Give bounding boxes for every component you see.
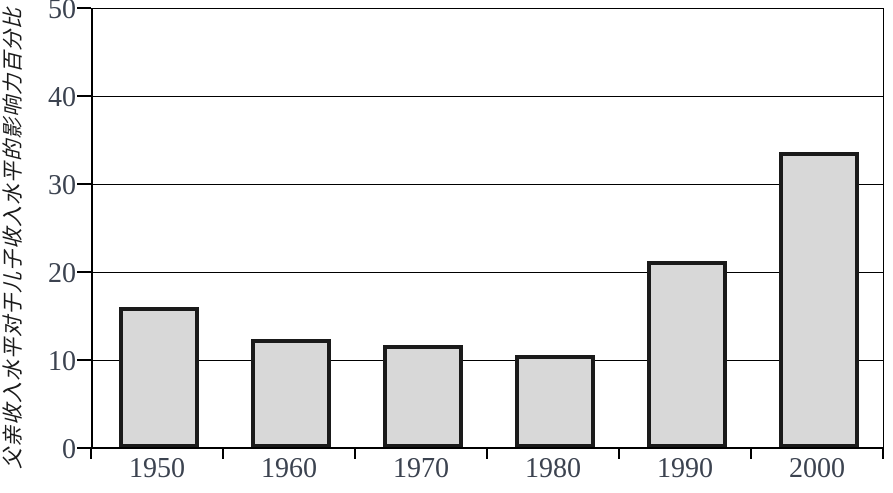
y-axis-tick-20 [77,271,91,273]
y-tick-label-10: 10 [48,346,76,377]
x-tick-label-1960: 1960 [261,453,317,484]
y-axis-tick-30 [77,183,91,185]
x-axis-line [77,447,884,449]
bar-1970 [383,345,463,448]
x-axis-tick-0 [90,449,92,459]
y-tick-label-20: 20 [48,258,76,289]
bar-1950 [119,307,199,448]
gridline-10 [93,359,883,361]
x-axis-tick-6 [882,449,884,459]
x-axis-tick-2 [354,449,356,459]
y-tick-label-50: 50 [48,0,76,25]
y-tick-label-30: 30 [48,170,76,201]
x-tick-label-1990: 1990 [657,453,713,484]
gridline-30 [93,183,883,185]
bar-1980 [515,355,595,448]
x-tick-label-1950: 1950 [129,453,185,484]
x-tick-label-1980: 1980 [525,453,581,484]
x-axis-tick-4 [618,449,620,459]
y-axis-tick-10 [77,359,91,361]
gridline-20 [93,271,883,273]
y-axis-title: 父亲收入水平对于儿子收入水平的影响力百分比 [1,7,25,469]
plot-area [91,8,884,448]
gridline-50 [93,8,883,9]
bar-1960 [251,339,331,448]
bar-2000 [779,152,859,448]
x-tick-label-2000: 2000 [789,453,845,484]
x-axis-tick-5 [750,449,752,459]
bar-1990 [647,261,727,448]
y-axis-tick-50 [77,7,91,9]
x-axis-tick-1 [222,449,224,459]
x-axis-tick-3 [486,449,488,459]
y-tick-label-40: 40 [48,82,76,113]
gridline-40 [93,95,883,97]
x-tick-label-1970: 1970 [393,453,449,484]
y-axis-tick-40 [77,95,91,97]
y-axis-tick-0 [77,447,91,449]
y-tick-label-0: 0 [62,434,76,465]
